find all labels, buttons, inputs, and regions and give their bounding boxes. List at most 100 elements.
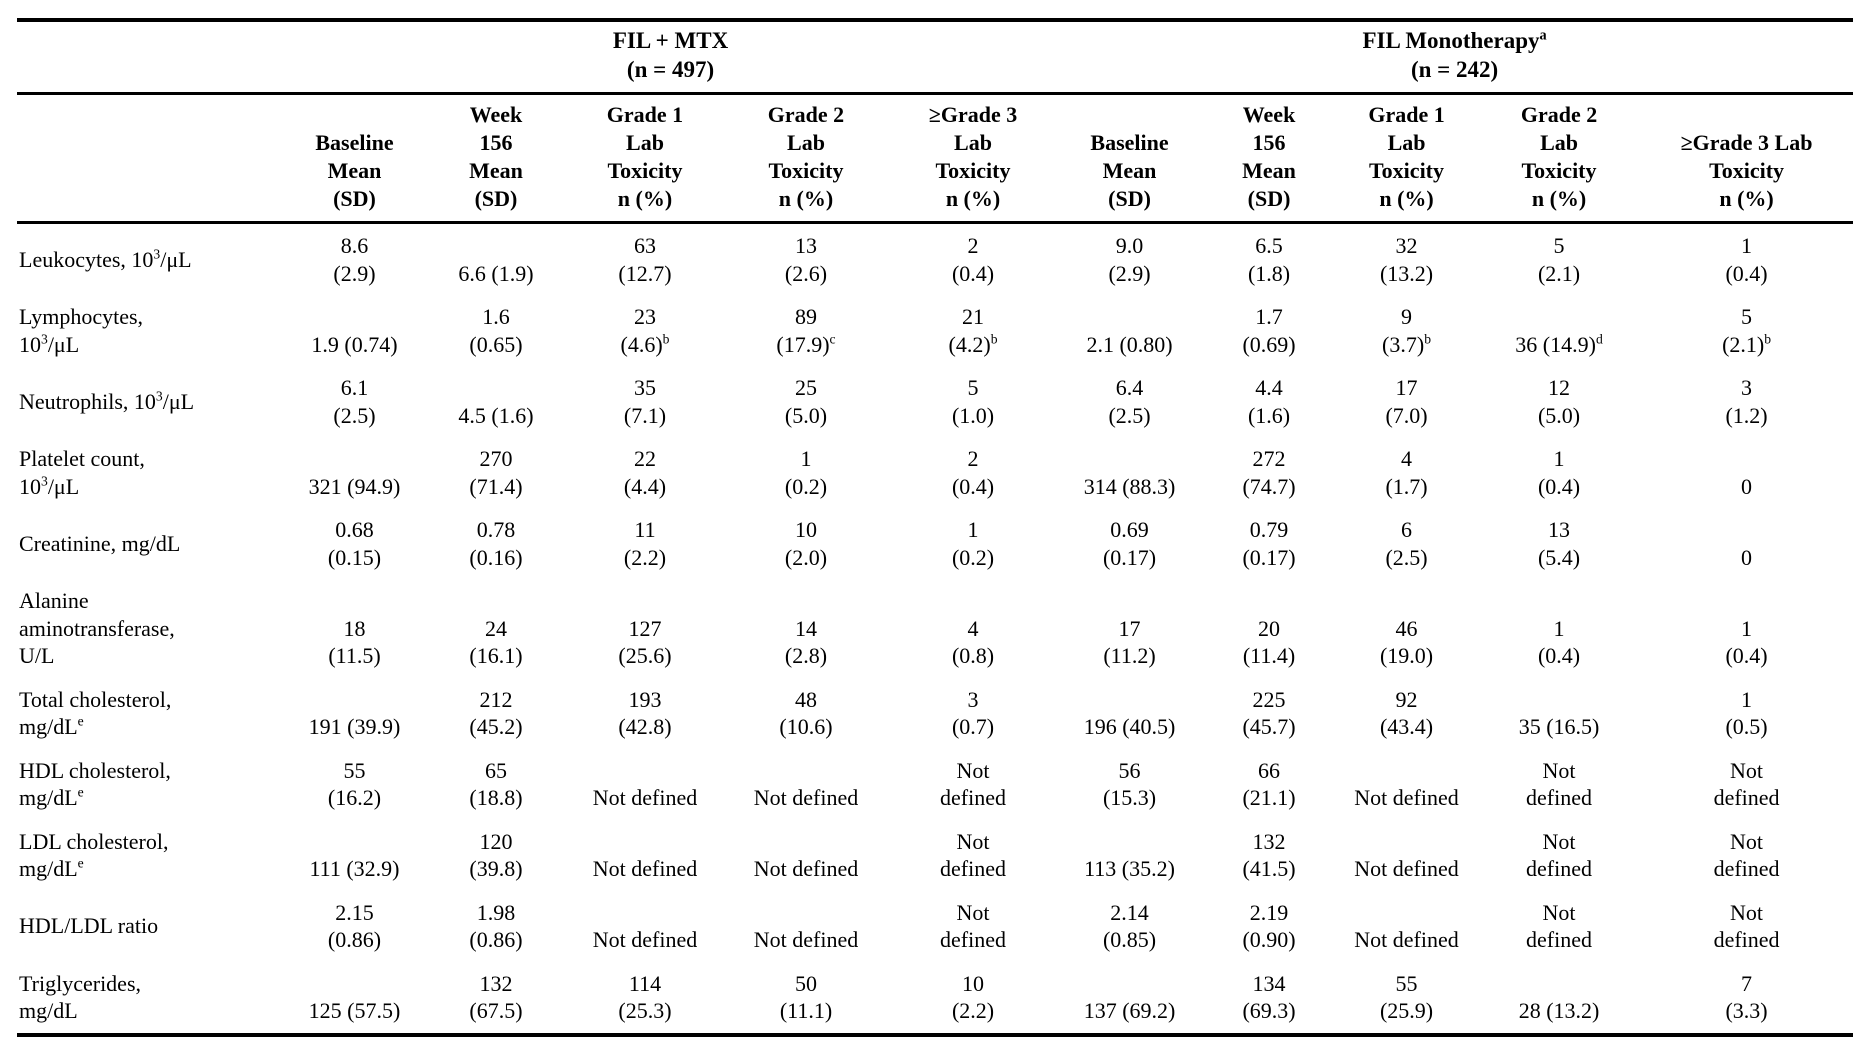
data-cell: 92 (43.4) <box>1379 686 1434 740</box>
data-cell: Not defined <box>1526 899 1593 953</box>
data-cell: 8.6 (2.9) <box>333 233 376 286</box>
data-cell: 89 (17.9)c <box>776 304 836 357</box>
table-row: LDL cholesterol, mg/dLe 111 (32.9) 120 (39.8… <box>17 820 1853 891</box>
column-header-9: ≥Grade 3 Lab Toxicity n (%) <box>1640 93 1854 224</box>
data-cell: 10 (2.2) <box>951 970 995 1024</box>
table-row: Lymphocytes, 103/μL 1.9 (0.74) 1.6 (0.65) 23(… <box>17 295 1853 366</box>
data-cell: 28 (13.2) <box>1518 998 1600 1023</box>
column-header-1: Week 156 Mean (SD) <box>424 93 568 224</box>
row-label: Alanine aminotransferase, U/L <box>19 588 175 668</box>
data-cell: 14 (2.8) <box>784 615 828 669</box>
table-row: Creatinine, mg/dL 0.68 (0.15) 0.78 (0.16) 11(… <box>17 508 1853 579</box>
data-cell: Not defined <box>940 828 1006 882</box>
data-cell: 6.1 (2.5) <box>333 375 376 428</box>
data-cell: 6.5 (1.8) <box>1247 233 1291 286</box>
data-cell: Not defined <box>1354 785 1459 810</box>
data-cell: 4.5 (1.6) <box>458 402 534 428</box>
data-cell: 321 (94.9) <box>308 473 401 499</box>
data-cell: Not defined <box>1713 899 1780 953</box>
data-cell: 2 (0.4) <box>951 446 995 499</box>
data-cell: 132 (67.5) <box>469 970 523 1024</box>
data-cell: 2 (0.4) <box>951 233 995 286</box>
table-row: HDL/LDL ratio 2.15 (0.86) 1.98 (0.86) Not def… <box>17 891 1853 962</box>
data-cell: 1 (0.4) <box>1537 615 1581 669</box>
data-cell: 1 (0.4) <box>1725 233 1768 286</box>
row-label: Leukocytes, 103/μL <box>19 246 192 272</box>
data-cell: 18 (11.5) <box>328 615 381 669</box>
data-cell: 7 (3.3) <box>1725 970 1768 1024</box>
data-cell: 1.98 (0.86) <box>469 899 523 953</box>
data-cell: 111 (32.9) <box>309 856 400 881</box>
data-cell: 12 (5.0) <box>1537 375 1581 428</box>
data-cell: 134 (69.3) <box>1242 970 1296 1024</box>
table-row: Leukocytes, 103/μL 8.6 (2.9) 6.6 (1.9) 63 (12… <box>17 223 1853 296</box>
data-cell: Not defined <box>940 757 1006 811</box>
data-cell: Not defined <box>1354 856 1459 881</box>
data-cell: 24 (16.1) <box>469 615 523 669</box>
data-cell: 114 (25.3) <box>618 970 672 1024</box>
data-cell: 2.15 (0.86) <box>327 899 382 953</box>
row-label-header-cell <box>17 93 285 224</box>
data-cell: 0 <box>1741 544 1753 570</box>
data-cell: 3 (1.2) <box>1725 375 1768 428</box>
data-cell: 191 (39.9) <box>308 714 401 739</box>
data-cell: 0.79 (0.17) <box>1242 517 1296 570</box>
data-cell: 23 (4.6)b <box>620 304 670 357</box>
data-cell: 5 (2.1) <box>1537 233 1581 286</box>
data-cell: 125 (57.5) <box>308 998 401 1023</box>
column-header-2: Grade 1 Lab Toxicity n (%) <box>568 93 722 224</box>
group-header-row: FIL + MTX (n = 497) FIL Monotherapya (n = 2… <box>17 20 1854 95</box>
table-row: Platelet count, 103/μL 321 (94.9) 270 (71.4)… <box>17 437 1853 508</box>
table-header: FIL + MTX (n = 497) FIL Monotherapya (n = 2… <box>17 20 1854 224</box>
data-cell: 22 (4.4) <box>623 446 667 499</box>
data-cell: 1.9 (0.74) <box>311 331 398 357</box>
lab-toxicity-table-container: FIL + MTX (n = 497) FIL Monotherapya (n = 2… <box>17 18 1854 1037</box>
table-row: Alanine aminotransferase, U/L 18 (11.5) 24 (16… <box>17 579 1853 678</box>
data-cell: 212 (45.2) <box>469 686 523 740</box>
data-cell: 55 (16.2) <box>327 757 382 811</box>
row-label: Total cholesterol, mg/dLe <box>19 686 172 740</box>
data-cell: 50 (11.1) <box>779 970 833 1024</box>
data-cell: Not defined <box>753 927 859 952</box>
table-row: Triglycerides, mg/dL 125 (57.5) 132 (67.5) 11… <box>17 962 1853 1035</box>
data-cell: Not defined <box>1354 927 1459 952</box>
column-header-7: Grade 1 Lab Toxicity n (%) <box>1335 93 1479 224</box>
corner-cell <box>17 20 285 95</box>
data-cell: 120 (39.8) <box>469 828 523 882</box>
row-label: Triglycerides, mg/dL <box>19 970 142 1024</box>
data-cell: 9.0 (2.9) <box>1108 233 1151 286</box>
data-cell: 35 (7.1) <box>623 375 667 428</box>
data-cell: 1 (0.4) <box>1537 446 1581 499</box>
data-cell: Not defined <box>1713 757 1780 811</box>
row-label: Lymphocytes, 103/μL <box>19 304 144 357</box>
data-cell: 132 (41.5) <box>1242 828 1296 882</box>
data-cell: 4.4 (1.6) <box>1247 375 1291 428</box>
data-cell: Not defined <box>1526 828 1593 882</box>
row-label: HDL/LDL ratio <box>19 913 159 939</box>
data-cell: 13 (2.6) <box>784 233 828 286</box>
group-header-fil-mtx: FIL + MTX (n = 497) <box>285 20 1057 95</box>
data-cell: 0.68 (0.15) <box>327 517 382 570</box>
row-label: Platelet count, 103/μL <box>19 446 145 499</box>
data-cell: 63 (12.7) <box>618 233 672 286</box>
data-cell: 4 (1.7) <box>1385 446 1428 499</box>
table-row: Neutrophils, 103/μL 6.1 (2.5) 4.5 (1.6) 35 (7… <box>17 366 1853 437</box>
data-cell: 32 (13.2) <box>1379 233 1434 286</box>
row-label: Neutrophils, 103/μL <box>19 388 195 414</box>
data-cell: 20 (11.4) <box>1242 615 1296 669</box>
data-cell: 6 (2.5) <box>1385 517 1428 570</box>
data-cell: 5 (1.0) <box>951 375 995 428</box>
data-cell: 56 (15.3) <box>1102 757 1157 811</box>
column-header-row: Baseline Mean (SD) Week 156 Mean (SD) Grade 1 La… <box>17 93 1854 224</box>
data-cell: 225 (45.7) <box>1242 686 1296 740</box>
data-cell: 0.69 (0.17) <box>1102 517 1157 570</box>
data-cell: 48 (10.6) <box>779 686 833 740</box>
data-cell: 65 (18.8) <box>469 757 523 811</box>
data-cell: 270 (71.4) <box>469 446 523 499</box>
data-cell: 3 (0.7) <box>951 686 995 740</box>
data-cell: 2.1 (0.80) <box>1086 331 1173 357</box>
column-header-5: Baseline Mean (SD) <box>1056 93 1204 224</box>
data-cell: 11 (2.2) <box>623 517 667 570</box>
data-cell: 1 (0.2) <box>784 446 828 499</box>
data-cell: Not defined <box>592 856 698 881</box>
